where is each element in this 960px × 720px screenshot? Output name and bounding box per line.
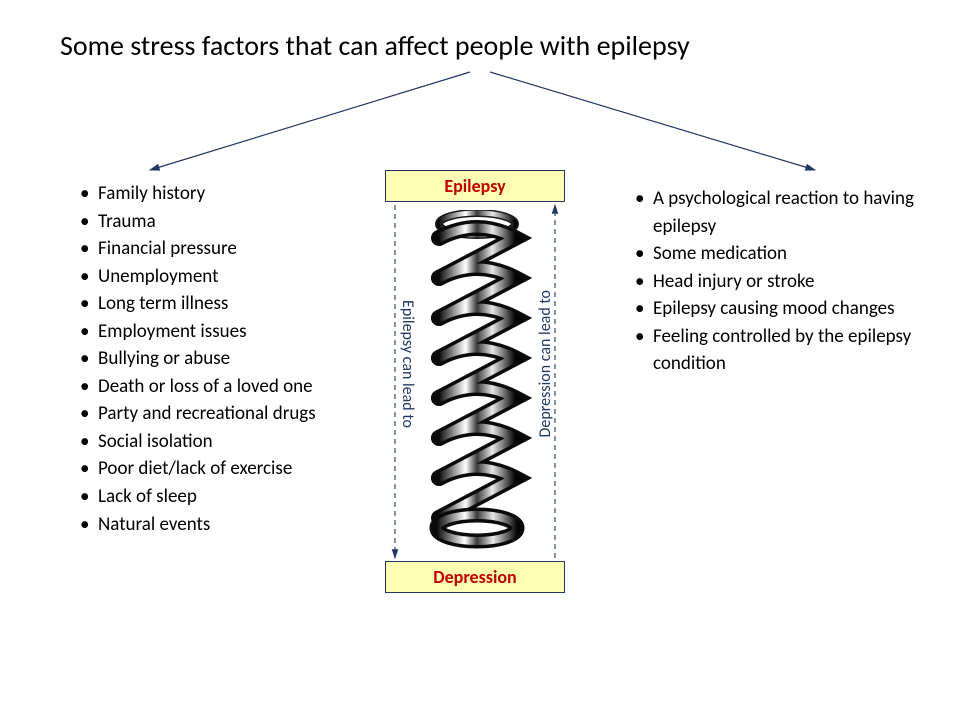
list-item: Family history: [80, 180, 360, 208]
list-item: A psychological reaction to having epile…: [635, 185, 925, 240]
list-item: Social isolation: [80, 428, 360, 456]
list-item: Party and recreational drugs: [80, 400, 360, 428]
list-item: Poor diet/lack of exercise: [80, 455, 360, 483]
list-item: Unemployment: [80, 263, 360, 291]
list-item: Bullying or abuse: [80, 345, 360, 373]
list-item: Trauma: [80, 208, 360, 236]
list-item: Long term illness: [80, 290, 360, 318]
list-item: Natural events: [80, 511, 360, 539]
right-factors-list: A psychological reaction to having epile…: [635, 185, 925, 378]
list-item: Death or loss of a loved one: [80, 373, 360, 401]
list-item: Lack of sleep: [80, 483, 360, 511]
right-cycle-label: Depression can lead to: [536, 290, 555, 437]
list-item: Some medication: [635, 240, 925, 268]
list-item: Epilepsy causing mood changes: [635, 295, 925, 323]
list-item: Employment issues: [80, 318, 360, 346]
list-item: Financial pressure: [80, 235, 360, 263]
list-item: Feeling controlled by the epilepsy condi…: [635, 323, 925, 378]
list-item: Head injury or stroke: [635, 268, 925, 296]
left-factors-list: Family history Trauma Financial pressure…: [80, 180, 360, 538]
left-cycle-label: Epilepsy can lead to: [398, 300, 417, 428]
